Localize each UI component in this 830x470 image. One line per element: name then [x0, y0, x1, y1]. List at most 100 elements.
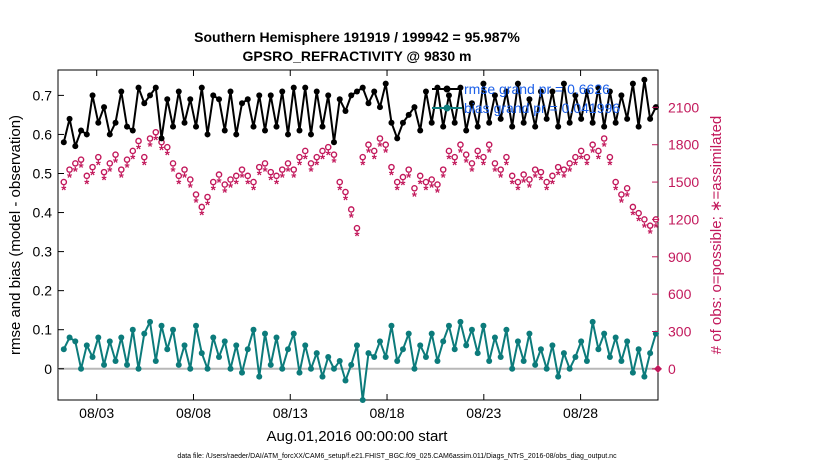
obs-assimilated-point: * — [337, 183, 343, 198]
obs-assimilated-point: * — [423, 183, 429, 198]
rmse-point — [239, 100, 246, 107]
obs-assimilated-point: * — [257, 168, 263, 183]
rmse-point — [618, 92, 625, 99]
bias-point — [336, 357, 343, 364]
obs-possible-point — [290, 166, 298, 173]
rmse-point — [348, 92, 355, 99]
obs-possible-point — [451, 153, 458, 161]
rmse-point — [549, 88, 556, 95]
obs-assimilated-point: * — [176, 176, 182, 191]
rmse-point — [394, 135, 401, 142]
bias-point — [376, 338, 383, 345]
bias-point — [147, 318, 154, 325]
obs-assimilated-point: * — [216, 175, 222, 190]
obs-possible-point — [365, 141, 372, 149]
obs-assimilated-point: * — [320, 151, 326, 166]
obs-possible-point — [100, 168, 108, 176]
y-right-tick-label: 600 — [668, 286, 692, 302]
bias-point — [601, 330, 608, 337]
obs-assimilated-point: * — [119, 170, 125, 185]
bias-point — [256, 373, 263, 380]
bias-point — [514, 338, 521, 345]
obs-assimilated-point: * — [630, 207, 636, 222]
chart-title-line1: Southern Hemisphere 191919 / 199942 = 95… — [194, 29, 520, 45]
obs-assimilated-point: * — [372, 151, 378, 166]
obs-assimilated-point: * — [383, 145, 389, 160]
obs-assimilated-point: * — [251, 183, 257, 198]
obs-assimilated-point: * — [349, 210, 355, 225]
rmse-point — [60, 139, 67, 146]
rmse-point — [227, 88, 234, 95]
y-right-tick-label: 900 — [668, 249, 692, 265]
bias-point — [118, 334, 125, 341]
obs-possible-point — [462, 151, 470, 158]
chart-title-line2: GPSRO_REFRACTIVITY @ 9830 m — [243, 48, 472, 64]
obs-assimilated-point: * — [326, 148, 332, 163]
obs-assimilated-point: * — [412, 189, 418, 204]
obs-possible-point — [273, 172, 280, 180]
obs-assimilated-point: * — [377, 139, 383, 154]
obs-possible-point — [117, 166, 125, 173]
rmse-point — [72, 143, 79, 150]
bias-point — [319, 373, 326, 380]
left-axis-label: rmse and bias (model - observation) — [7, 115, 24, 355]
obs-assimilated-point: * — [199, 207, 205, 222]
bias-point — [440, 338, 447, 345]
rmse-point — [463, 127, 470, 134]
obs-assimilated-point: * — [487, 145, 493, 160]
obs-assimilated-point: * — [607, 158, 613, 173]
bias-point — [181, 342, 188, 349]
rmse-point — [417, 127, 424, 134]
obs-possible-point — [135, 137, 142, 145]
obs-possible-point — [480, 153, 487, 161]
obs-assimilated-point: * — [314, 158, 320, 173]
obs-possible-point — [566, 160, 573, 167]
rmse-point — [330, 139, 337, 146]
bias-point — [572, 354, 579, 361]
obs-possible-point — [336, 178, 344, 186]
obs-possible-point — [359, 153, 367, 161]
rmse-point — [514, 80, 521, 87]
obs-possible-point — [123, 156, 131, 163]
rmse-point — [267, 92, 274, 99]
rmse-point — [83, 131, 90, 138]
obs-possible-point — [537, 168, 545, 176]
obs-assimilated-point: * — [193, 195, 199, 210]
rmse-point — [216, 96, 223, 103]
bias-point — [262, 330, 268, 337]
bias-point — [595, 346, 602, 353]
bias-point — [284, 346, 291, 353]
rmse-point — [388, 119, 395, 126]
obs-possible-point — [221, 181, 229, 188]
legend-bias-marker — [443, 104, 451, 112]
bias-point — [170, 326, 177, 333]
rmse-point — [256, 92, 263, 99]
bias-point — [480, 322, 487, 329]
rmse-point — [302, 84, 309, 91]
y-left-tick-label: 0.7 — [33, 87, 53, 103]
obs-assimilated-point: * — [561, 170, 567, 185]
y-right-tick-label: 0 — [668, 361, 676, 377]
rmse-point — [595, 84, 602, 91]
obs-assimilated-point: * — [590, 145, 596, 160]
obs-assimilated-point: * — [102, 173, 108, 188]
obs-assimilated-point: * — [165, 148, 171, 163]
bias-point — [474, 350, 481, 357]
obs-assimilated-point: * — [596, 151, 602, 166]
bias-point — [399, 346, 406, 353]
obs-assimilated-point: * — [446, 151, 452, 166]
rmse-point — [578, 115, 585, 122]
obs-possible-point — [227, 176, 234, 183]
obs-possible-point — [112, 151, 119, 158]
obs-possible-point — [549, 172, 556, 180]
rmse-point — [560, 80, 567, 87]
rmse-point — [262, 127, 268, 134]
rmse-point — [365, 100, 372, 107]
obs-possible-point — [181, 166, 188, 173]
obs-assimilated-point: * — [504, 158, 510, 173]
obs-possible-point — [169, 160, 177, 167]
obs-assimilated-point: * — [584, 158, 590, 173]
obs-possible-point — [572, 153, 579, 161]
bias-point — [313, 350, 320, 357]
obs-possible-point — [163, 143, 171, 151]
